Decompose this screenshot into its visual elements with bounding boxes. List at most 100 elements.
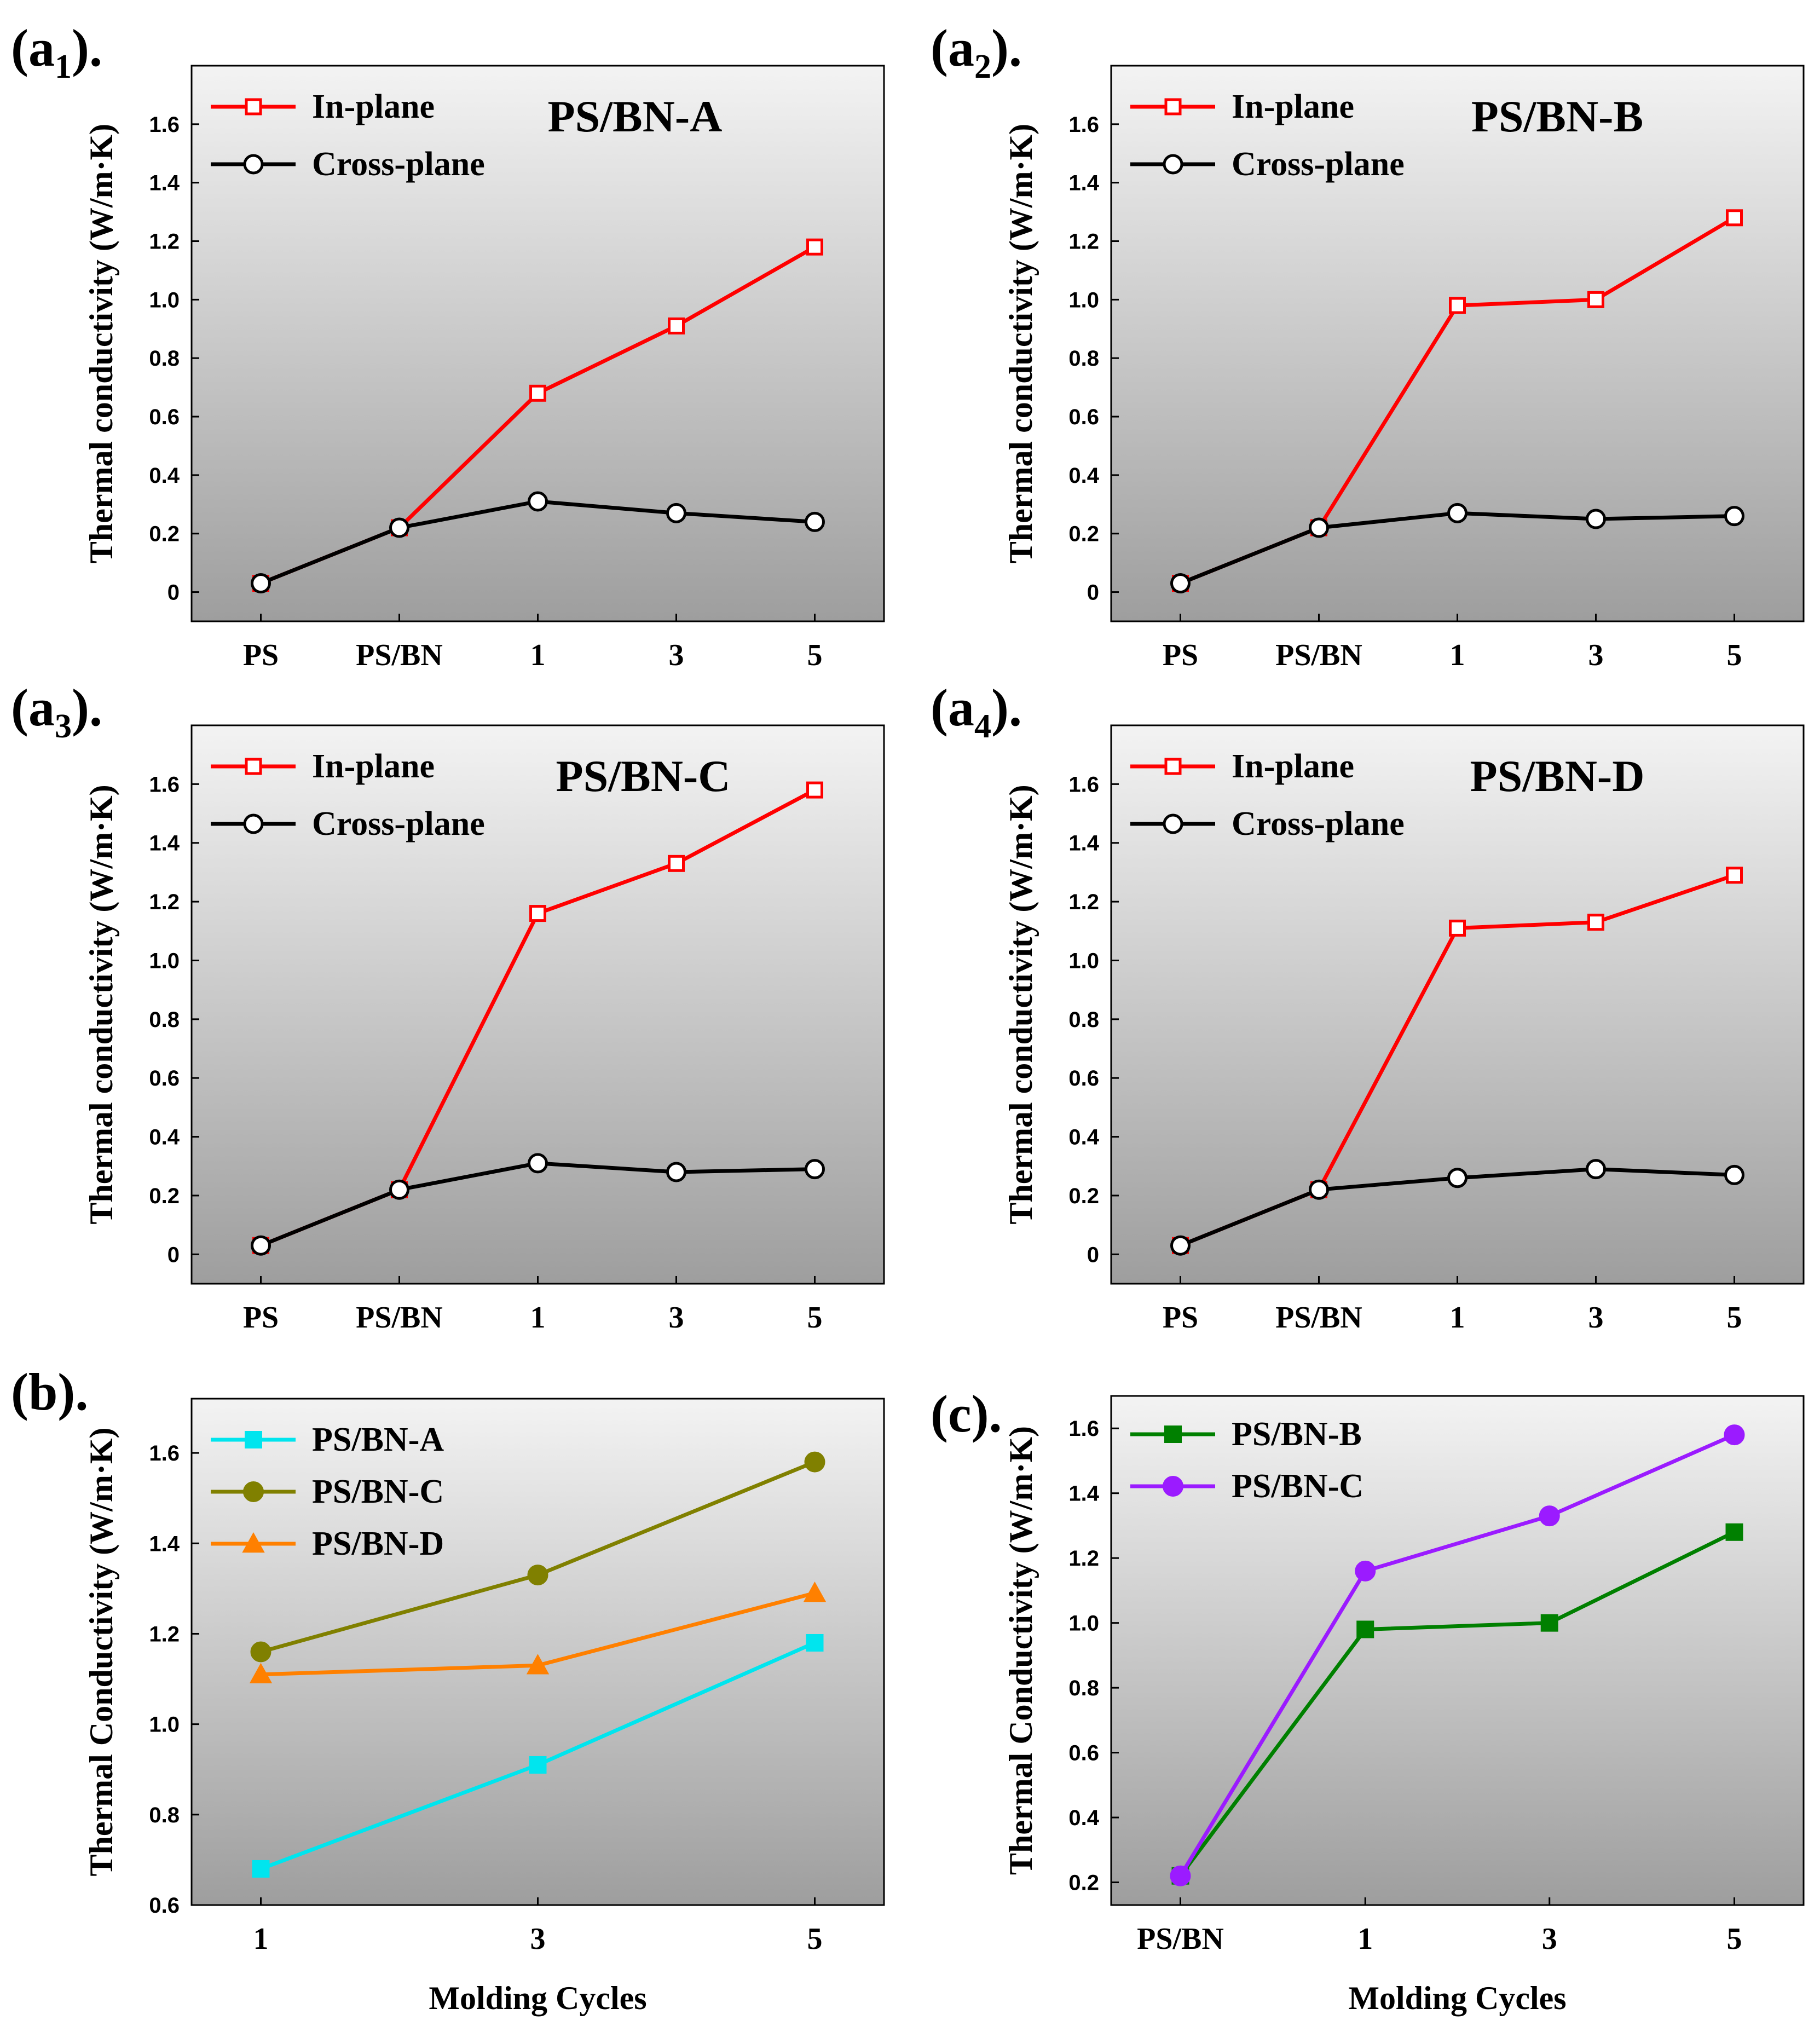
legend-label: Cross-plane	[1232, 805, 1405, 842]
data-point	[1309, 1179, 1329, 1200]
legend-label: PS/BN-D	[312, 1525, 444, 1562]
x-tick-label-b: 3	[530, 1922, 546, 1956]
y-tick-label-a1: 0	[167, 581, 180, 605]
legend-marker	[245, 98, 262, 116]
legend-item: PS/BN-A	[211, 1421, 444, 1458]
legend-marker	[243, 154, 264, 175]
x-tick-label-c: 5	[1727, 1922, 1742, 1956]
x-tick-label-a4: 1	[1450, 1301, 1465, 1335]
y-tick-label-c: 1.4	[1068, 1482, 1099, 1506]
data-point	[1724, 1164, 1744, 1185]
legend-marker	[245, 1431, 262, 1448]
x-tick-label-a4: PS	[1163, 1301, 1198, 1335]
panel-label-a2: (a2).	[931, 19, 1022, 85]
x-tick-label-a3: PS/BN	[356, 1301, 443, 1335]
x-tick-label-c: 3	[1542, 1922, 1557, 1956]
data-point	[1587, 291, 1604, 308]
plot-area-c	[1111, 1396, 1804, 1905]
legend-item: In-plane	[211, 748, 435, 785]
y-tick-label-a1: 0.8	[149, 347, 180, 371]
legend-item: Cross-plane	[1130, 805, 1405, 842]
legend-label: Cross-plane	[312, 805, 485, 842]
data-point	[529, 905, 546, 922]
x-tick-label-a1: PS/BN	[356, 638, 443, 672]
data-point	[1449, 297, 1466, 314]
data-point	[1170, 1865, 1191, 1886]
data-point	[252, 1860, 270, 1878]
y-tick-label-b: 1.0	[149, 1713, 180, 1737]
x-tick-label-a1: 1	[530, 638, 546, 672]
y-tick-label-a3: 0.6	[149, 1066, 180, 1090]
data-point	[1726, 209, 1743, 227]
y-tick-label-a2: 1.2	[1068, 230, 1099, 254]
data-point	[1586, 1159, 1606, 1180]
data-point	[804, 1451, 825, 1473]
y-axis-title-c: Thermal Conductivity (W/m·K)	[1003, 1426, 1039, 1875]
legend-item: In-plane	[1130, 748, 1354, 785]
x-tick-label-a3: 5	[807, 1301, 823, 1335]
x-axis-title-b: Molding Cycles	[429, 1980, 646, 2016]
y-axis-title-a3: Thermal conductivity (W/m·K)	[83, 784, 119, 1224]
y-tick-label-a2: 1.4	[1068, 171, 1099, 195]
data-point	[806, 1634, 824, 1652]
data-point	[1539, 1505, 1560, 1527]
data-point	[1725, 1523, 1743, 1541]
x-tick-label-c: 1	[1357, 1922, 1373, 1956]
y-tick-label-a2: 0.2	[1068, 522, 1099, 546]
data-point	[1356, 1620, 1374, 1638]
y-tick-label-a1: 0.2	[149, 522, 180, 546]
data-point	[528, 1153, 548, 1174]
chart-c: 0.2 0.4 0.6 0.8 1.0 1.2 1.4 1.6 PS/BN 1 3 5 PS/BN-B P…	[1003, 1395, 1805, 2016]
legend-marker	[1163, 1476, 1183, 1497]
x-tick-label-a2: 5	[1727, 638, 1742, 672]
plot-area-a3	[192, 725, 884, 1284]
x-tick-label-a2: 1	[1450, 638, 1465, 672]
chart-title-a1: PS/BN-A	[548, 91, 723, 141]
plot-frame-a3	[190, 724, 885, 1285]
y-tick-label-a4: 0.4	[1068, 1126, 1099, 1150]
legend-label: PS/BN-A	[312, 1421, 444, 1458]
series-line	[1178, 1433, 1735, 1877]
y-tick-label-a3: 1.6	[149, 772, 180, 797]
series-a1-cross-plane	[251, 491, 825, 594]
x-tick-label-c: PS/BN	[1137, 1922, 1224, 1956]
chart-a1: 0 0.2 0.4 0.6 0.8 1.0 1.2 1.4 1.6 PS PS/BN 1 3 5 In-pl…	[83, 65, 885, 672]
y-tick-label-c: 1.0	[1068, 1612, 1099, 1636]
y-tick-label-a3: 0.8	[149, 1008, 180, 1032]
y-tick-label-c: 1.2	[1068, 1546, 1099, 1571]
y-tick-label-b: 0.8	[149, 1803, 180, 1827]
x-tick-label-a3: 3	[669, 1301, 684, 1335]
x-tick-label-a3: 1	[530, 1301, 546, 1335]
x-tick-label-b: 5	[807, 1922, 823, 1956]
data-point	[805, 1159, 825, 1180]
x-tick-label-a2: PS/BN	[1275, 638, 1362, 672]
series-a4-cross-plane	[1170, 1159, 1744, 1256]
data-point	[528, 491, 548, 512]
y-axis-title-a4: Thermal conductivity (W/m·K)	[1003, 784, 1039, 1224]
data-point	[251, 573, 271, 594]
y-tick-label-a2: 0.4	[1068, 464, 1099, 488]
legend-label: PS/BN-B	[1232, 1416, 1362, 1453]
data-point	[1587, 914, 1604, 931]
data-point	[251, 1235, 271, 1256]
y-tick-label-a2: 0	[1087, 581, 1099, 605]
x-tick-label-a1: 5	[807, 638, 823, 672]
x-tick-label-b: 1	[253, 1922, 269, 1956]
y-tick-label-a4: 0.2	[1068, 1184, 1099, 1208]
data-point	[527, 1565, 548, 1586]
y-tick-label-c: 0.6	[1068, 1741, 1099, 1765]
legend-item: Cross-plane	[211, 146, 485, 183]
data-point	[668, 855, 685, 872]
data-point	[389, 517, 409, 538]
x-tick-label-a1: PS	[243, 638, 279, 672]
x-tick-label-a2: PS	[1163, 638, 1198, 672]
data-point	[806, 238, 823, 256]
panel-label-a3: (a3).	[11, 678, 102, 745]
chart-title-a2: PS/BN-B	[1471, 91, 1643, 141]
data-point	[1726, 867, 1743, 884]
y-tick-label-c: 0.2	[1068, 1871, 1099, 1895]
chart-b: 0.6 0.8 1.0 1.2 1.4 1.6 1 3 5 PS/BN-A PS/BN-C PS/BN…	[83, 1398, 885, 2016]
plot-frame-c	[1110, 1395, 1805, 1906]
x-axis-title-c: Molding Cycles	[1348, 1980, 1566, 2016]
